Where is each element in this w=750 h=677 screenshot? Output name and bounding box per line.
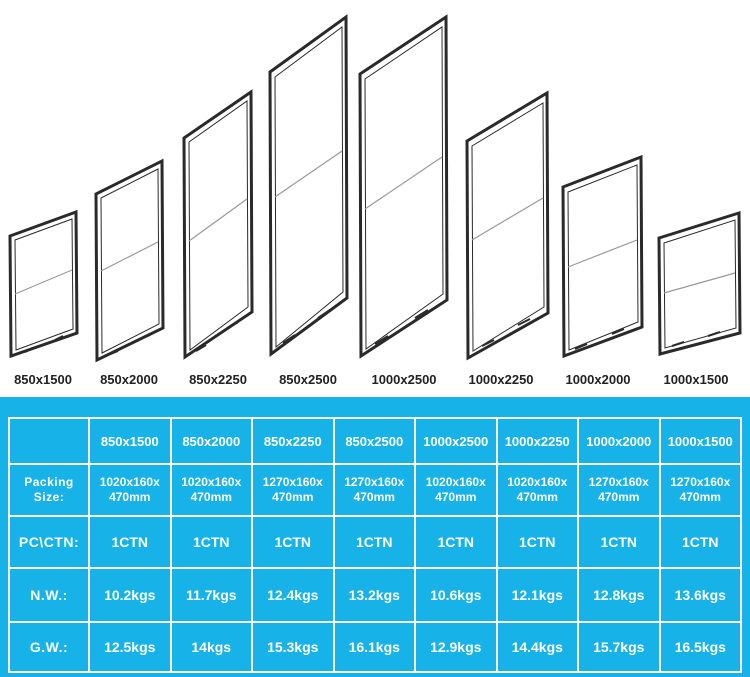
packing-depth: 470mm: [272, 490, 314, 504]
frame-label-850x2250: 850x2250: [189, 372, 247, 387]
packing-dims: 1270x160x: [262, 475, 323, 489]
pc-cell: 1CTN: [414, 515, 498, 569]
frame-1000x2250: [465, 90, 550, 361]
pc-cell: 1CTN: [251, 515, 335, 569]
gw-cell: 14.4kgs: [495, 621, 579, 673]
packing-cell: 1020x160x 470mm: [88, 463, 172, 517]
size-cell: 850x2250: [251, 417, 335, 465]
pc-cell: 1CTN: [495, 515, 579, 569]
frame-label-1000x1500: 1000x1500: [663, 372, 729, 387]
nw-cell: 10.6kgs: [414, 567, 498, 623]
packing-cell: 1270x160x 470mm: [251, 463, 335, 517]
frame-850x2250: [182, 89, 254, 360]
packing-depth: 470mm: [109, 490, 151, 504]
packing-dims: 1270x160x: [344, 475, 405, 489]
packing-cell: 1020x160x 470mm: [169, 463, 253, 517]
packing-dims: 1270x160x: [588, 475, 649, 489]
pc-cell: 1CTN: [658, 515, 742, 569]
packing-size-label: Packing Size:: [8, 463, 90, 517]
packing-cell: 1020x160x 470mm: [414, 463, 498, 517]
packing-dims: 1020x160x: [99, 475, 160, 489]
gw-cell: 16.1kgs: [332, 621, 416, 673]
packing-dims: 1020x160x: [507, 475, 568, 489]
frame-label-1000x2250: 1000x2250: [468, 372, 534, 387]
gross-weight-row: G.W.: 12.5kgs 14kgs 15.3kgs 16.1kgs 12.9…: [8, 621, 742, 673]
packing-label-line-2: Size:: [33, 490, 65, 504]
gw-cell: 15.7kgs: [577, 621, 661, 673]
spec-table: 850x1500 850x2000 850x2250 850x2500 1000…: [8, 417, 742, 673]
size-cell: 850x2500: [332, 417, 416, 465]
frame-label-850x2000: 850x2000: [100, 372, 158, 387]
gross-weight-label: G.W.:: [8, 621, 90, 673]
nw-cell: 11.7kgs: [169, 567, 253, 623]
packing-depth: 470mm: [598, 490, 640, 504]
frame-850x2000: [94, 158, 165, 363]
gw-cell: 12.9kgs: [414, 621, 498, 673]
frame-850x2500: [268, 14, 349, 357]
frame-850x1500: [8, 209, 79, 359]
nw-cell: 10.2kgs: [88, 567, 172, 623]
size-header-row: 850x1500 850x2000 850x2250 850x2500 1000…: [8, 417, 742, 465]
size-cell: 850x1500: [88, 417, 172, 465]
frame-1000x2000: [561, 154, 644, 359]
packing-cell: 1270x160x 470mm: [577, 463, 661, 517]
frame-label-1000x2000: 1000x2000: [565, 372, 631, 387]
nw-cell: 13.2kgs: [332, 567, 416, 623]
gw-cell: 12.5kgs: [88, 621, 172, 673]
size-cell: 1000x2000: [577, 417, 661, 465]
frames-drawing: [8, 14, 742, 363]
packing-dims: 1020x160x: [425, 475, 486, 489]
packing-cell: 1020x160x 470mm: [495, 463, 579, 517]
pc-ctn-row: PC\CTN: 1CTN 1CTN 1CTN 1CTN 1CTN 1CTN 1C…: [8, 515, 742, 569]
packing-depth: 470mm: [190, 490, 232, 504]
spec-panel: 850x1500 850x2000 850x2250 850x2500 1000…: [0, 397, 750, 677]
frame-label-1000x2500: 1000x2500: [371, 372, 437, 387]
nw-cell: 12.8kgs: [577, 567, 661, 623]
pc-cell: 1CTN: [577, 515, 661, 569]
net-weight-row: N.W.: 10.2kgs 11.7kgs 12.4kgs 13.2kgs 10…: [8, 567, 742, 623]
net-weight-label: N.W.:: [8, 567, 90, 623]
pc-ctn-label: PC\CTN:: [8, 515, 90, 569]
packing-cell: 1270x160x 470mm: [332, 463, 416, 517]
packing-size-row: Packing Size: 1020x160x 470mm 1020x160x 47…: [8, 463, 742, 517]
nw-cell: 12.4kgs: [251, 567, 335, 623]
packing-depth: 470mm: [353, 490, 395, 504]
frame-label-850x1500: 850x1500: [14, 372, 72, 387]
size-cell: 1000x2250: [495, 417, 579, 465]
packing-depth: 470mm: [679, 490, 721, 504]
size-cell: 1000x2500: [414, 417, 498, 465]
frames-illustration: 850x1500 850x2000 850x2250 850x2500 1000…: [8, 14, 742, 387]
pc-cell: 1CTN: [88, 515, 172, 569]
gw-cell: 15.3kgs: [251, 621, 335, 673]
nw-cell: 13.6kgs: [658, 567, 742, 623]
packing-dims: 1270x160x: [670, 475, 731, 489]
pc-cell: 1CTN: [332, 515, 416, 569]
gw-cell: 14kgs: [169, 621, 253, 673]
packing-label-line-1: Packing: [24, 475, 74, 489]
frame-label-850x2500: 850x2500: [279, 372, 337, 387]
packing-depth: 470mm: [435, 490, 477, 504]
pc-cell: 1CTN: [169, 515, 253, 569]
packing-cell: 1270x160x 470mm: [658, 463, 742, 517]
size-cell: 850x2000: [169, 417, 253, 465]
size-cell: 1000x1500: [658, 417, 742, 465]
gw-cell: 16.5kgs: [658, 621, 742, 673]
packing-depth: 470mm: [516, 490, 558, 504]
frame-1000x2500: [358, 14, 449, 359]
corner-cell: [8, 417, 90, 465]
packing-dims: 1020x160x: [181, 475, 242, 489]
frame-1000x1500: [657, 210, 742, 356]
nw-cell: 12.1kgs: [495, 567, 579, 623]
